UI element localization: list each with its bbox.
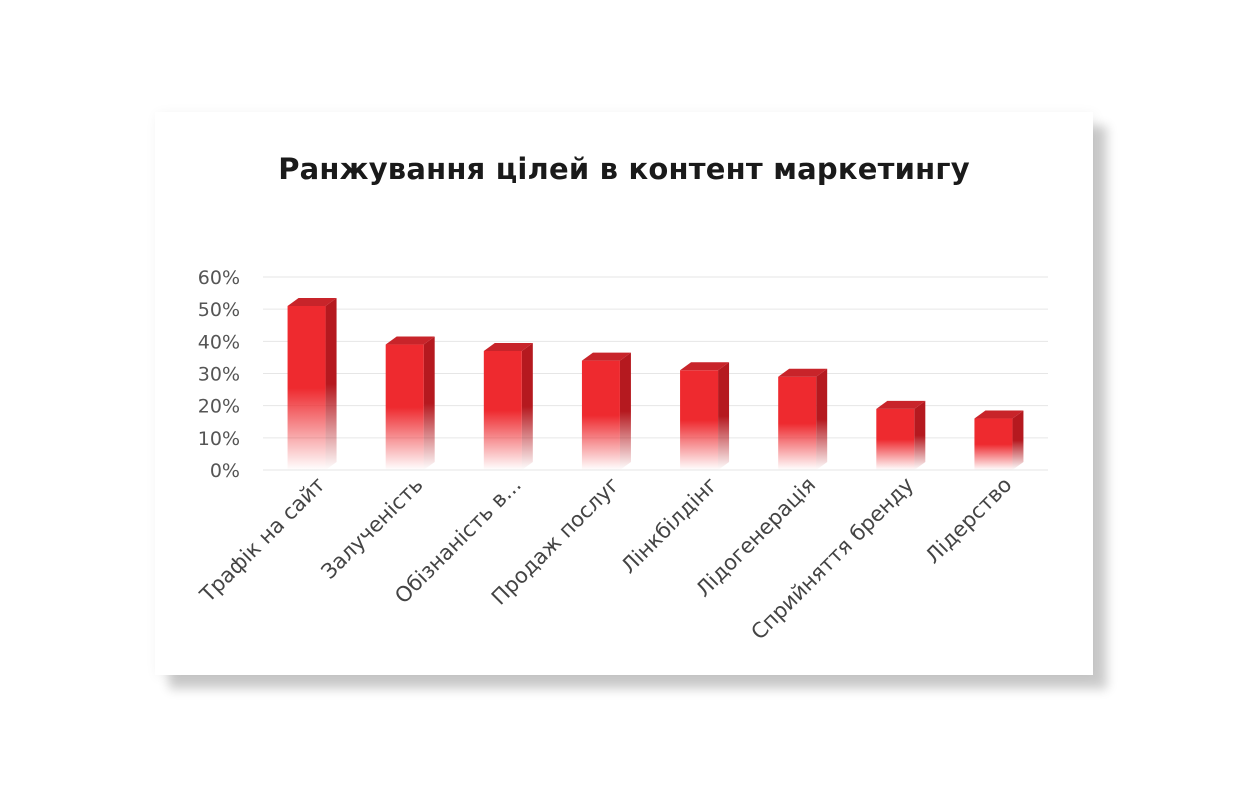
bar-front (287, 305, 326, 470)
bar (287, 297, 337, 470)
bar (876, 400, 926, 470)
chart-card: Ранжування цілей в контент маркетингу 0%… (155, 112, 1093, 675)
x-tick-label: Лінкбілдінг (616, 473, 722, 579)
y-tick-label: 20% (198, 396, 240, 418)
bar-side (325, 297, 337, 470)
grid-lines (263, 276, 1048, 471)
bar-top (483, 342, 533, 351)
bar-side (718, 362, 730, 470)
bar-top (778, 368, 828, 377)
bar (385, 336, 435, 470)
bar-front (680, 370, 719, 470)
bar-front (778, 376, 817, 470)
y-tick-label: 40% (198, 331, 240, 353)
bars (287, 297, 1024, 470)
bar-top (680, 362, 730, 371)
bar-top (287, 297, 337, 306)
bar-front (974, 418, 1013, 470)
bar-side (521, 342, 533, 470)
bar-side (914, 400, 926, 470)
bar-front (385, 344, 424, 470)
bar (483, 342, 533, 470)
chart-title: Ранжування цілей в контент маркетингу (278, 152, 970, 186)
x-tick-label: Трафік на сайт (195, 473, 330, 608)
y-axis-ticks: 0% 10% 20% 30% 40% 50% 60% (198, 267, 240, 482)
x-tick-label: Сприйняття бренду (746, 473, 918, 645)
y-tick-label: 60% (198, 267, 240, 289)
bar (974, 410, 1024, 470)
bar-side (619, 352, 631, 470)
bar (581, 352, 631, 470)
y-tick-label: 0% (210, 460, 240, 482)
bar-top (974, 410, 1024, 419)
y-tick-label: 50% (198, 299, 240, 321)
x-tick-label: Залученість (317, 473, 428, 584)
y-tick-label: 30% (198, 364, 240, 386)
bar-top (385, 336, 435, 345)
bar-side (1012, 410, 1024, 470)
bar-top (876, 400, 926, 409)
y-tick-label: 10% (198, 428, 240, 450)
bar-chart: 0% 10% 20% 30% 40% 50% 60% Трафік на сайтЗалуч… (195, 267, 1048, 645)
bar-front (483, 350, 522, 470)
x-tick-label: Лідерство (921, 473, 1017, 569)
bar-top (581, 352, 631, 361)
bar-front (581, 360, 620, 470)
bar-front (876, 408, 915, 470)
bar-side (423, 336, 435, 470)
bar-side (816, 368, 828, 470)
bar (778, 368, 828, 470)
bar (680, 362, 730, 470)
